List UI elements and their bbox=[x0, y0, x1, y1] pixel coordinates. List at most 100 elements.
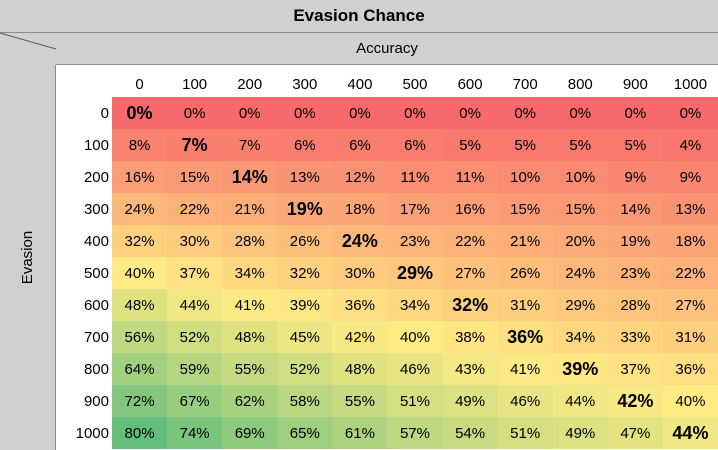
table-cell[interactable]: 24% bbox=[332, 225, 388, 257]
column-header[interactable]: 500 bbox=[402, 76, 428, 93]
table-cell[interactable]: 33% bbox=[607, 321, 663, 353]
table-cell[interactable]: 5% bbox=[442, 129, 498, 161]
table-cell[interactable]: 38% bbox=[442, 321, 498, 353]
table-cell[interactable]: 0% bbox=[222, 97, 278, 129]
table-cell[interactable]: 41% bbox=[497, 353, 553, 385]
row-header[interactable]: 300 bbox=[83, 200, 109, 218]
table-cell[interactable]: 26% bbox=[497, 257, 553, 289]
table-cell[interactable]: 10% bbox=[552, 161, 608, 193]
table-cell[interactable]: 12% bbox=[332, 161, 388, 193]
table-cell[interactable]: 37% bbox=[167, 257, 223, 289]
table-cell[interactable]: 24% bbox=[552, 257, 608, 289]
table-cell[interactable]: 19% bbox=[607, 225, 663, 257]
table-cell[interactable]: 19% bbox=[277, 193, 333, 225]
table-cell[interactable]: 13% bbox=[277, 161, 333, 193]
table-cell[interactable]: 42% bbox=[607, 385, 663, 417]
table-cell[interactable]: 59% bbox=[167, 353, 223, 385]
column-header[interactable]: 700 bbox=[512, 76, 538, 93]
table-cell[interactable]: 40% bbox=[662, 385, 718, 417]
table-cell[interactable]: 7% bbox=[222, 129, 278, 161]
table-cell[interactable]: 24% bbox=[112, 193, 168, 225]
table-cell[interactable]: 49% bbox=[442, 385, 498, 417]
table-cell[interactable]: 64% bbox=[112, 353, 168, 385]
table-cell[interactable]: 44% bbox=[552, 385, 608, 417]
table-cell[interactable]: 13% bbox=[662, 193, 718, 225]
column-header[interactable]: 800 bbox=[567, 76, 593, 93]
table-cell[interactable]: 36% bbox=[497, 321, 553, 353]
table-cell[interactable]: 14% bbox=[222, 161, 278, 193]
table-cell[interactable]: 62% bbox=[222, 385, 278, 417]
table-cell[interactable]: 0% bbox=[662, 97, 718, 129]
table-cell[interactable]: 0% bbox=[277, 97, 333, 129]
table-cell[interactable]: 48% bbox=[112, 289, 168, 321]
table-cell[interactable]: 56% bbox=[112, 321, 168, 353]
table-cell[interactable]: 74% bbox=[167, 417, 223, 449]
table-cell[interactable]: 29% bbox=[552, 289, 608, 321]
table-cell[interactable]: 36% bbox=[662, 353, 718, 385]
row-header[interactable]: 200 bbox=[83, 168, 109, 186]
table-cell[interactable]: 4% bbox=[662, 129, 718, 161]
table-cell[interactable]: 7% bbox=[167, 129, 223, 161]
row-header[interactable]: 900 bbox=[83, 392, 109, 410]
row-header[interactable]: 100 bbox=[83, 136, 109, 154]
table-cell[interactable]: 16% bbox=[442, 193, 498, 225]
row-header[interactable]: 0 bbox=[100, 104, 109, 122]
table-cell[interactable]: 67% bbox=[167, 385, 223, 417]
table-cell[interactable]: 0% bbox=[112, 97, 168, 129]
table-cell[interactable]: 0% bbox=[497, 97, 553, 129]
table-cell[interactable]: 0% bbox=[387, 97, 443, 129]
table-cell[interactable]: 34% bbox=[222, 257, 278, 289]
table-cell[interactable]: 6% bbox=[387, 129, 443, 161]
table-cell[interactable]: 58% bbox=[277, 385, 333, 417]
table-cell[interactable]: 20% bbox=[552, 225, 608, 257]
table-cell[interactable]: 22% bbox=[167, 193, 223, 225]
column-header[interactable]: 400 bbox=[347, 76, 373, 93]
table-cell[interactable]: 52% bbox=[277, 353, 333, 385]
table-cell[interactable]: 51% bbox=[497, 417, 553, 449]
table-cell[interactable]: 26% bbox=[277, 225, 333, 257]
table-cell[interactable]: 61% bbox=[332, 417, 388, 449]
table-cell[interactable]: 10% bbox=[497, 161, 553, 193]
table-cell[interactable]: 65% bbox=[277, 417, 333, 449]
table-cell[interactable]: 48% bbox=[222, 321, 278, 353]
table-cell[interactable]: 0% bbox=[607, 97, 663, 129]
table-cell[interactable]: 8% bbox=[112, 129, 168, 161]
table-cell[interactable]: 9% bbox=[607, 161, 663, 193]
table-cell[interactable]: 16% bbox=[112, 161, 168, 193]
table-cell[interactable]: 9% bbox=[662, 161, 718, 193]
table-cell[interactable]: 37% bbox=[607, 353, 663, 385]
table-cell[interactable]: 5% bbox=[607, 129, 663, 161]
table-cell[interactable]: 21% bbox=[222, 193, 278, 225]
table-cell[interactable]: 43% bbox=[442, 353, 498, 385]
table-cell[interactable]: 55% bbox=[332, 385, 388, 417]
table-cell[interactable]: 11% bbox=[442, 161, 498, 193]
table-cell[interactable]: 29% bbox=[387, 257, 443, 289]
table-cell[interactable]: 36% bbox=[332, 289, 388, 321]
table-cell[interactable]: 31% bbox=[662, 321, 718, 353]
table-cell[interactable]: 52% bbox=[167, 321, 223, 353]
table-cell[interactable]: 0% bbox=[167, 97, 223, 129]
table-cell[interactable]: 45% bbox=[277, 321, 333, 353]
table-cell[interactable]: 5% bbox=[497, 129, 553, 161]
table-cell[interactable]: 22% bbox=[442, 225, 498, 257]
table-cell[interactable]: 44% bbox=[167, 289, 223, 321]
table-cell[interactable]: 40% bbox=[387, 321, 443, 353]
row-header[interactable]: 400 bbox=[83, 232, 109, 250]
table-cell[interactable]: 17% bbox=[387, 193, 443, 225]
table-cell[interactable]: 72% bbox=[112, 385, 168, 417]
table-cell[interactable]: 11% bbox=[387, 161, 443, 193]
table-cell[interactable]: 15% bbox=[497, 193, 553, 225]
column-header[interactable]: 100 bbox=[182, 76, 208, 93]
table-cell[interactable]: 15% bbox=[552, 193, 608, 225]
table-cell[interactable]: 44% bbox=[662, 417, 718, 449]
table-cell[interactable]: 55% bbox=[222, 353, 278, 385]
table-cell[interactable]: 18% bbox=[662, 225, 718, 257]
table-cell[interactable]: 0% bbox=[552, 97, 608, 129]
table-cell[interactable]: 28% bbox=[222, 225, 278, 257]
table-cell[interactable]: 6% bbox=[332, 129, 388, 161]
column-header[interactable]: 600 bbox=[457, 76, 483, 93]
table-cell[interactable]: 0% bbox=[442, 97, 498, 129]
table-cell[interactable]: 22% bbox=[662, 257, 718, 289]
table-cell[interactable]: 23% bbox=[607, 257, 663, 289]
row-header[interactable]: 600 bbox=[83, 296, 109, 314]
